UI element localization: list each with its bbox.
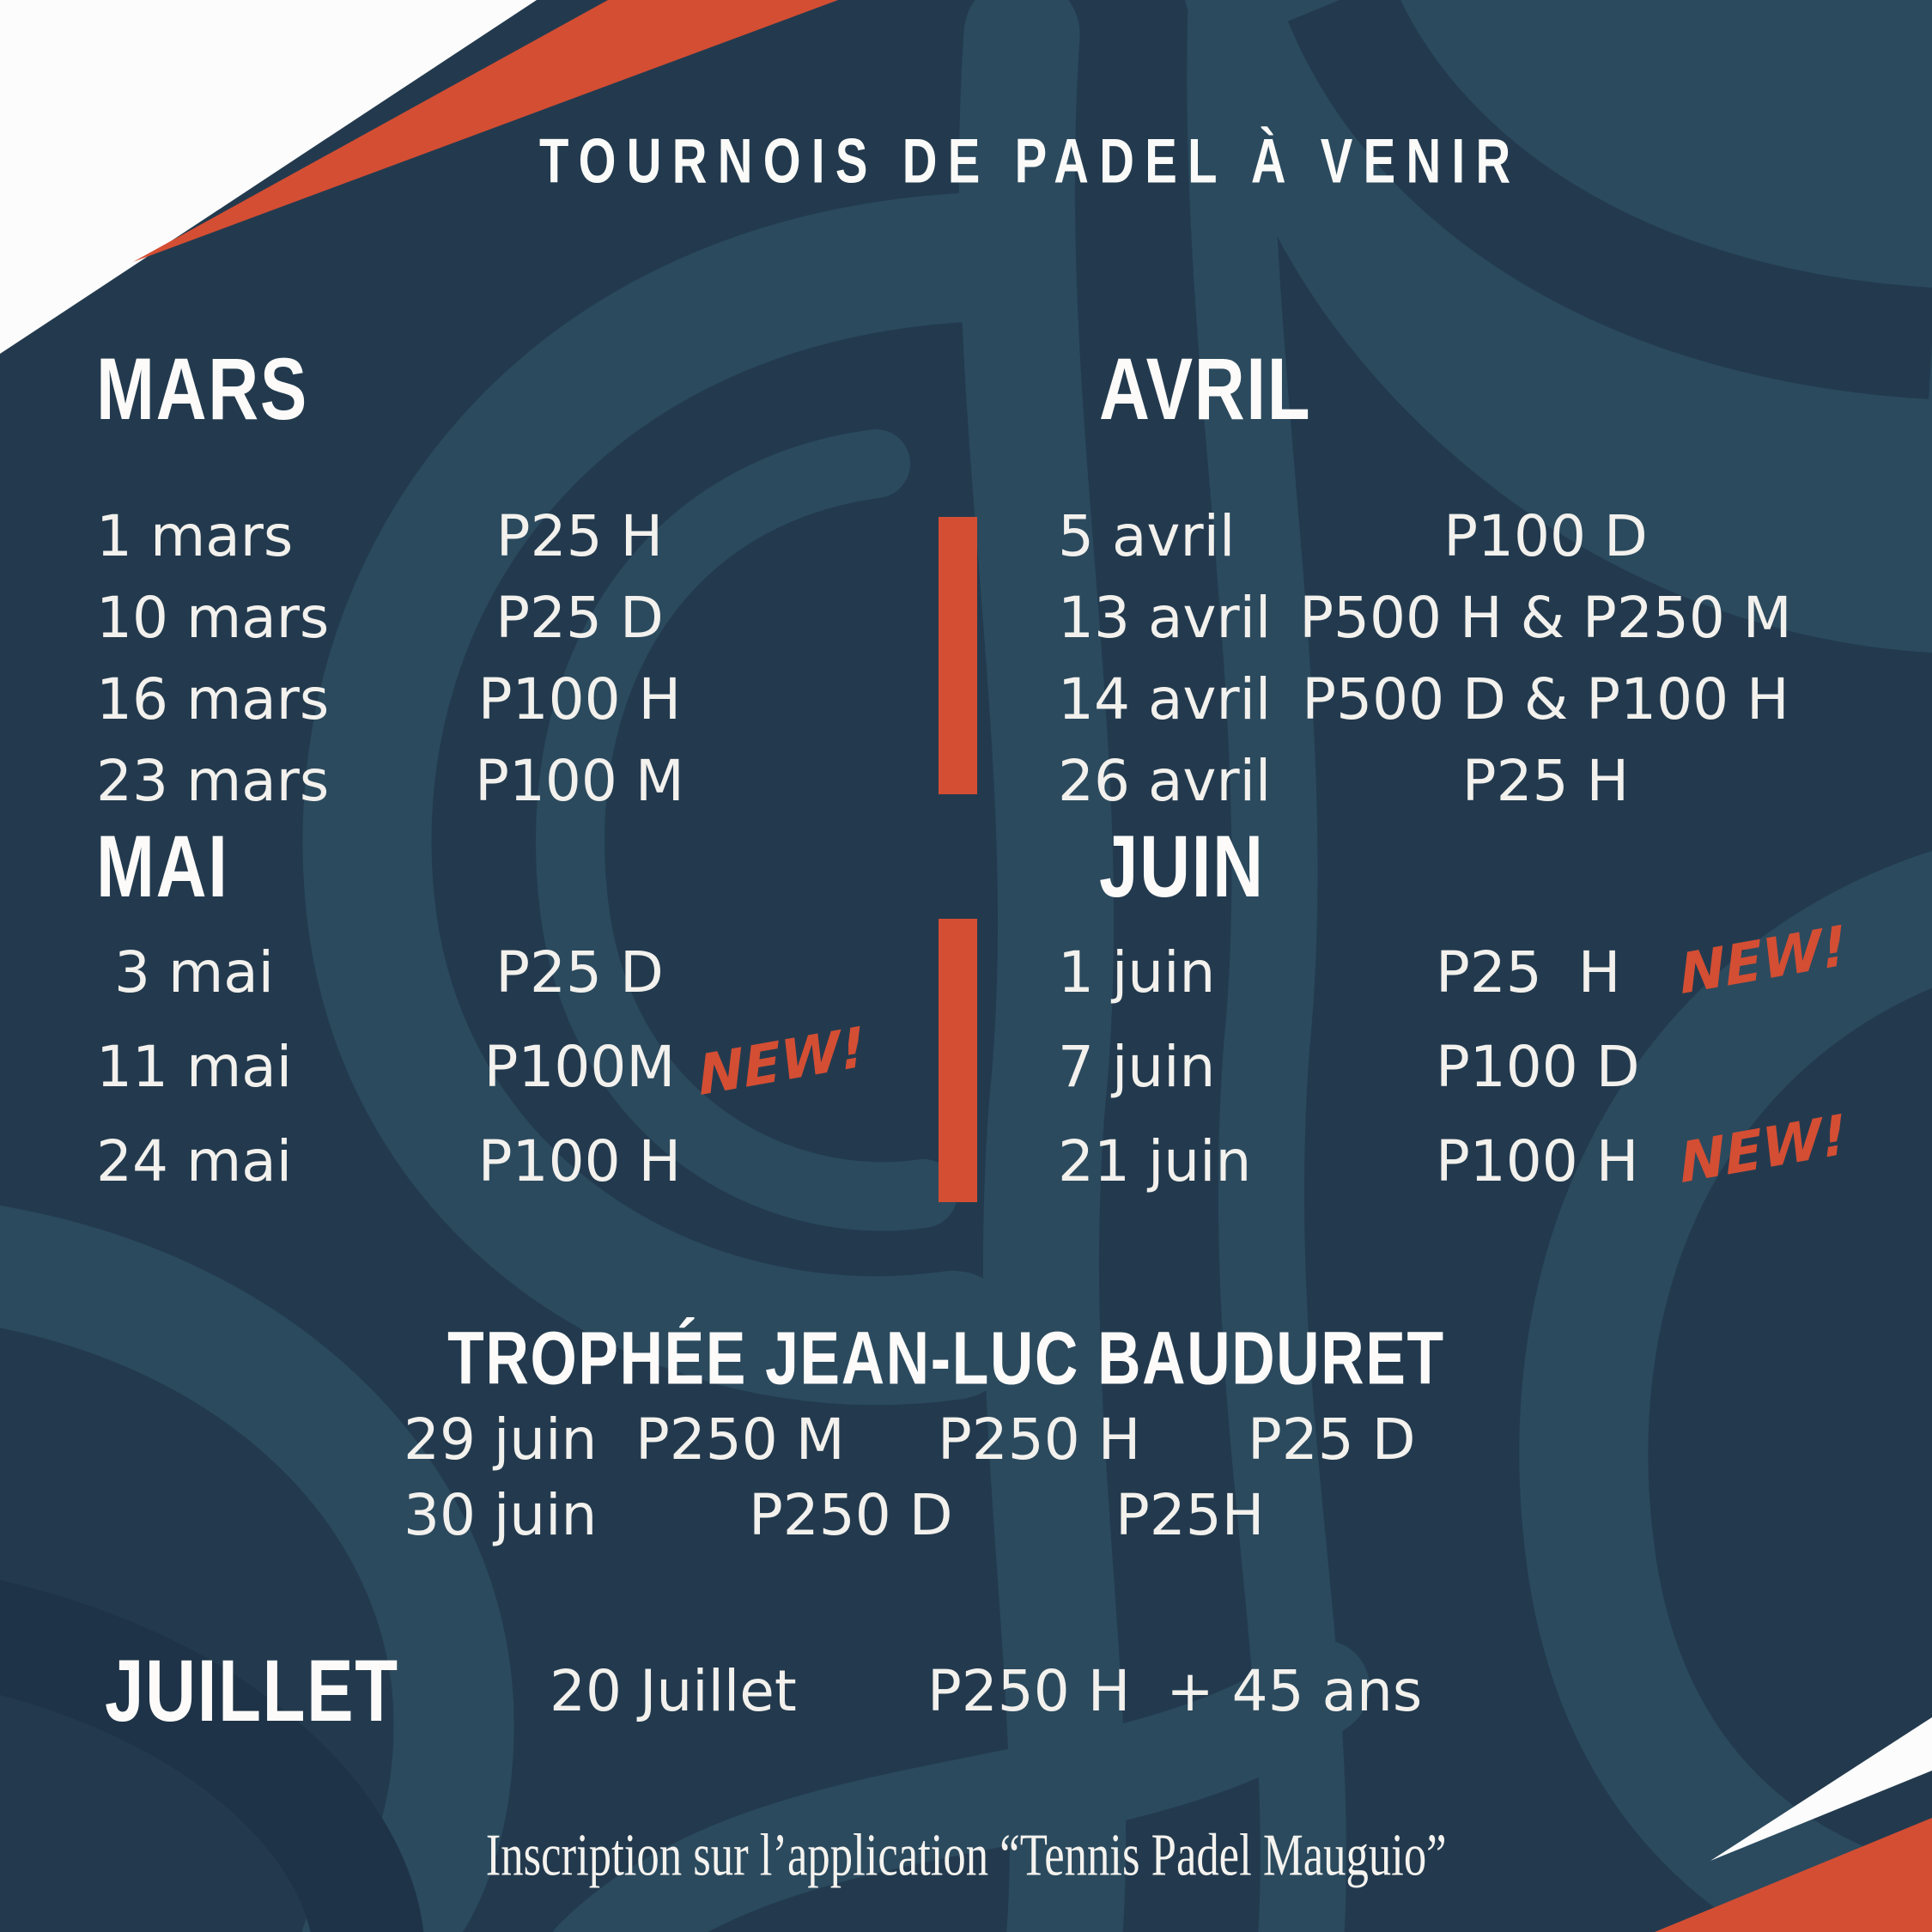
- event-date: 7 juin: [1058, 1033, 1216, 1100]
- swirl-darker-ribbons: [0, 1580, 424, 1932]
- event-category: P25H: [1115, 1482, 1265, 1548]
- trophy-row-29-juin: 29 juin P250 M P250 H P25 D: [0, 1406, 1932, 1474]
- event-category: P250 H: [938, 1406, 1141, 1473]
- month-header-juillet: JUILLET: [105, 1643, 399, 1741]
- event-category: P25 D: [495, 585, 664, 651]
- event-date: 11 mai: [96, 1033, 293, 1100]
- event-date: 5 avril: [1058, 503, 1236, 569]
- event-category: P25 D: [495, 939, 664, 1005]
- event-date: 29 juin: [404, 1406, 598, 1473]
- event-date: 21 juin: [1058, 1127, 1252, 1194]
- event-category: P500 D & P100 H: [1302, 666, 1789, 732]
- schedule-row: 10 mars P25 D: [96, 577, 777, 659]
- schedule-row: 3 mai P25 D: [96, 925, 777, 1019]
- event-date: 1 juin: [1058, 939, 1216, 1005]
- schedule-row: 16 mars P100 H: [96, 659, 777, 740]
- schedule-row: 1 mars P25 H: [96, 495, 777, 577]
- month-header-avril: AVRIL: [1099, 341, 1312, 439]
- event-category: P100M: [483, 1033, 676, 1100]
- event-date: 30 juin: [404, 1482, 598, 1548]
- schedule-row: 21 juin P100 H: [1058, 1114, 1882, 1208]
- event-date: 13 avril: [1058, 585, 1272, 651]
- schedule-row: 11 mai P100M: [96, 1019, 777, 1114]
- juillet-schedule-row: 20 Juillet P250 H + 45 ans: [0, 1657, 1932, 1726]
- schedule-row: 5 avril P100 D: [1058, 495, 1838, 577]
- event-category: P25 H: [495, 503, 664, 569]
- month-header-juin: JUIN: [1099, 818, 1265, 916]
- event-date: 3 mai: [96, 939, 275, 1005]
- swirl-dark-ribbons: [1287, 0, 1932, 399]
- avril-schedule: 5 avril P100 D 13 avril P500 H & P250 M …: [1058, 495, 1838, 822]
- event-date: 24 mai: [96, 1127, 293, 1194]
- event-category: P100 H: [477, 666, 682, 732]
- event-date: 20 Juillet: [550, 1658, 797, 1724]
- event-category: P25 D: [1248, 1406, 1416, 1473]
- event-category: P25 H: [1461, 748, 1630, 814]
- mai-schedule: 3 mai P25 D 11 mai P100M 24 mai P100 H: [96, 925, 777, 1208]
- event-category: P250 H + 45 ans: [927, 1658, 1423, 1724]
- trophy-title: TROPHÉE JEAN-LUC BAUDURET: [447, 1317, 1445, 1400]
- schedule-row: 26 avril P25 H: [1058, 740, 1838, 822]
- mars-schedule: 1 mars P25 H 10 mars P25 D 16 mars P100 …: [96, 495, 777, 822]
- schedule-row: 23 mars P100 M: [96, 740, 777, 822]
- event-category: P100 H: [477, 1127, 682, 1194]
- event-category: P25 H: [1436, 939, 1621, 1005]
- registration-note: Inscription sur l’application “Tennis Pa…: [9, 1823, 1923, 1888]
- page-title-text: TOURNOIS DE PADEL À VENIR: [539, 125, 1522, 197]
- schedule-row: 24 mai P100 H: [96, 1114, 777, 1208]
- month-header-mai: MAI: [96, 818, 229, 916]
- trophy-row-30-juin: 30 juin P250 D P25H: [0, 1481, 1932, 1550]
- divider-bar-top: [939, 517, 977, 794]
- schedule-row: 7 juin P100 D: [1058, 1019, 1882, 1114]
- event-category: P250 M: [635, 1406, 845, 1473]
- schedule-row: 1 juin P25 H: [1058, 925, 1882, 1019]
- event-category: P100 D: [1436, 1033, 1640, 1100]
- event-category: P250 D: [749, 1482, 953, 1548]
- event-date: 26 avril: [1058, 748, 1272, 814]
- schedule-row: 14 avril P500 D & P100 H: [1058, 659, 1838, 740]
- event-category: P100 H: [1436, 1127, 1639, 1194]
- registration-note-text: Inscription sur l’application “Tennis Pa…: [485, 1822, 1447, 1889]
- event-date: 23 mars: [96, 748, 330, 814]
- event-date: 14 avril: [1058, 666, 1272, 732]
- event-category: P100 D: [1443, 503, 1648, 569]
- page-title: TOURNOIS DE PADEL À VENIR: [129, 125, 1932, 197]
- month-header-mars: MARS: [96, 341, 309, 439]
- event-category: P100 M: [475, 748, 684, 814]
- event-category: P500 H & P250 M: [1299, 585, 1792, 651]
- divider-bar-bottom: [939, 919, 977, 1202]
- juin-schedule: 1 juin P25 H 7 juin P100 D 21 juin P100 …: [1058, 925, 1882, 1208]
- event-date: 1 mars: [96, 503, 294, 569]
- event-date: 16 mars: [96, 666, 330, 732]
- schedule-row: 13 avril P500 H & P250 M: [1058, 577, 1838, 659]
- event-date: 10 mars: [96, 585, 330, 651]
